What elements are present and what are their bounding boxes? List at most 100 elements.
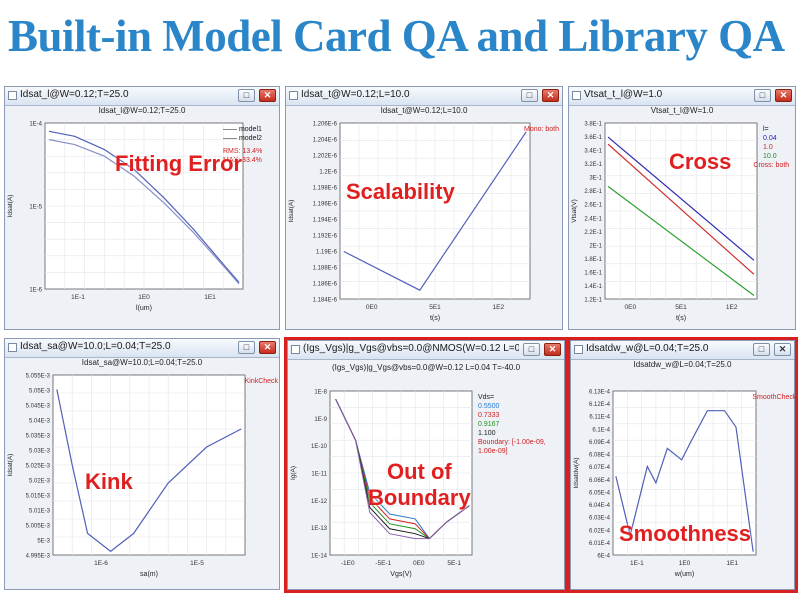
close-icon[interactable]: ✕ <box>259 89 276 102</box>
x-tick-label: 1E-6 <box>94 560 108 567</box>
y-tick-label: 1.6E-1 <box>584 270 602 276</box>
plot-window-2[interactable]: Idsat_t@W=0.12;L=10.0 □ ✕ Idsat_t@W=0.12;L=… <box>285 86 563 330</box>
minimize-icon[interactable]: □ <box>521 89 538 102</box>
window-titlebar[interactable]: Vtsat_t_l@W=1.0 □ ✕ <box>569 87 795 106</box>
plot-window-5[interactable]: (Igs_Vgs)|g_Vgs@vbs=0.0@NMOS(W=0.12 L=0.… <box>284 337 568 593</box>
x-tick-label: 1E2 <box>493 304 505 311</box>
y-tick-label: 6.09E-4 <box>589 440 611 446</box>
y-tick-label: 6.05E-4 <box>589 490 611 496</box>
minimize-icon[interactable]: □ <box>753 343 770 356</box>
window-title: Idsat_l@W=0.12;T=25.0 <box>20 89 129 100</box>
plot-window-1[interactable]: Idsat_l@W=0.12;T=25.0 □ ✕ Idsat_l@W=0.12;T=… <box>4 86 280 330</box>
window-title: Idsat_sa@W=10.0;L=0.04;T=25.0 <box>20 341 171 352</box>
plot-canvas: 1E-4 1E-5 1E-6 1E-1 1E0 1E1 l(um) Idsat(A) <box>7 122 244 312</box>
y-tick-label: 2.8E-1 <box>584 189 602 195</box>
x-tick-label: 0E0 <box>366 304 378 311</box>
y-tick-label: 1E-12 <box>311 499 328 505</box>
close-icon[interactable]: ✕ <box>775 89 792 102</box>
close-icon[interactable]: ✕ <box>774 343 791 356</box>
y-tick-label: 1E-13 <box>311 526 328 532</box>
x-tick-label: 5E1 <box>675 304 687 311</box>
window-title: Idsat_t@W=0.12;L=10.0 <box>301 89 410 100</box>
x-tick-label: 1E0 <box>679 560 691 567</box>
y-axis-label: Idsat(A) <box>7 195 14 218</box>
qa-category-label: Fitting Error <box>115 151 243 176</box>
x-axis-label: w(um) <box>674 571 694 578</box>
y-tick-label: 6.06E-4 <box>589 478 611 484</box>
window-titlebar[interactable]: Idsat_t@W=0.12;L=10.0 □ ✕ <box>286 87 562 106</box>
window-icon <box>289 91 298 100</box>
legend-entry: 0.5500 <box>478 403 500 410</box>
plot-note: SmoothCheck <box>752 394 797 401</box>
legend-entry: 0.7333 <box>478 412 500 419</box>
x-tick-label: 5E-1 <box>447 560 461 567</box>
y-tick-label: 6.04E-4 <box>589 503 611 509</box>
y-tick-label: 1.196E-6 <box>313 202 338 208</box>
x-tick-label: 1E-1 <box>71 294 85 301</box>
y-tick-label: 1E-10 <box>311 444 328 450</box>
plot-title: Idsat_sa@W=10.0;L=0.04;T=25.0 <box>81 358 203 367</box>
y-tick-label: 1.4E-1 <box>584 284 602 290</box>
y-tick-label: 1.184E-6 <box>313 298 338 304</box>
plot-canvas: 5.055E-3 5.05E-3 5.045E-3 5.04E-3 5.035E-3 5.… <box>7 374 246 578</box>
y-tick-label: 5.04E-3 <box>29 419 51 425</box>
plot-window-3[interactable]: Vtsat_t_l@W=1.0 □ ✕ Vtsat_t_l@W=1.0 3.8E-1 3.… <box>568 86 796 330</box>
plot-title: Vtsat_t_l@W=1.0 <box>650 106 714 115</box>
window-titlebar[interactable]: Idsat_sa@W=10.0;L=0.04;T=25.0 □ ✕ <box>5 339 279 358</box>
plot-title: Idsat_l@W=0.12;T=25.0 <box>98 106 186 115</box>
x-axis-label: sa(m) <box>140 571 158 578</box>
y-tick-label: 6.01E-4 <box>589 541 611 547</box>
y-tick-label: 1.186E-6 <box>313 282 338 288</box>
minimize-icon[interactable]: □ <box>238 341 255 354</box>
plot-note: KinkCheck <box>244 378 279 385</box>
close-icon[interactable]: ✕ <box>542 89 559 102</box>
plot-note: RMS: 13.4% <box>223 148 263 155</box>
x-tick-label: 1E1 <box>726 560 738 567</box>
x-tick-label: 1E1 <box>204 294 216 301</box>
plot-window-6[interactable]: Idsatdw_w@L=0.04;T=25.0 □ ✕ Idsatdw_w@L=0.0… <box>567 337 798 593</box>
window-titlebar[interactable]: Idsatdw_w@L=0.04;T=25.0 □ ✕ <box>571 341 794 360</box>
window-title: Idsatdw_w@L=0.04;T=25.0 <box>586 343 709 354</box>
y-tick-label: 5.03E-3 <box>29 449 51 455</box>
close-icon[interactable]: ✕ <box>259 341 276 354</box>
x-axis-label: t(s) <box>676 315 686 322</box>
y-tick-label: 2.2E-1 <box>584 230 602 236</box>
minimize-icon[interactable]: □ <box>238 89 255 102</box>
plot-canvas: 3.8E-1 3.6E-1 3.4E-1 3.2E-1 3E-1 2.8E-1 2.6E-1… <box>571 122 758 322</box>
legend-entry: 1.0 <box>763 144 773 151</box>
x-tick-label: 0E0 <box>413 560 425 567</box>
x-tick-label: 0E0 <box>625 304 637 311</box>
y-tick-label: 6.13E-4 <box>589 390 611 396</box>
curve-l-0.04 <box>607 136 755 261</box>
x-tick-label: 1E-5 <box>190 560 204 567</box>
legend-entry: —— model1 <box>223 126 262 133</box>
curve-l-1.0 <box>607 143 755 275</box>
plot-canvas: 1.206E-6 1.204E-6 1.202E-6 1.2E-6 1.198E-6 1.… <box>288 122 531 322</box>
y-tick-label: 3.2E-1 <box>584 162 602 168</box>
y-tick-label: 1.2E-6 <box>319 170 337 176</box>
curve-vds-4 <box>335 398 470 540</box>
y-tick-label: 6.07E-4 <box>589 465 611 471</box>
y-tick-label: 5.05E-3 <box>29 389 51 395</box>
window-icon <box>574 345 583 354</box>
x-axis-label: t(s) <box>430 315 440 322</box>
y-axis-label: Idsatdw(A) <box>573 457 580 488</box>
plot-note: Cross: both <box>753 162 790 169</box>
x-tick-label: 5E1 <box>429 304 441 311</box>
y-tick-label: 5E-3 <box>37 539 50 545</box>
minimize-icon[interactable]: □ <box>523 343 540 356</box>
window-icon <box>8 343 17 352</box>
x-tick-label: 1E2 <box>726 304 738 311</box>
minimize-icon[interactable]: □ <box>754 89 771 102</box>
qa-category-label: Out of Boundary <box>368 459 471 511</box>
curve-idsat-sa <box>56 389 242 553</box>
y-tick-label: 1E-5 <box>29 205 42 211</box>
window-titlebar[interactable]: Idsat_l@W=0.12;T=25.0 □ ✕ <box>5 87 279 106</box>
close-icon[interactable]: ✕ <box>544 343 561 356</box>
window-titlebar[interactable]: (Igs_Vgs)|g_Vgs@vbs=0.0@NMOS(W=0.12 L=0.… <box>288 341 564 360</box>
y-tick-label: 4.995E-3 <box>26 554 51 560</box>
y-tick-label: 3E-1 <box>589 176 602 182</box>
plot-canvas: 6.13E-4 6.12E-4 6.11E-4 6.1E-4 6.09E-4 6.08E-… <box>573 390 757 578</box>
qa-category-label: Scalability <box>346 179 455 204</box>
plot-window-4[interactable]: Idsat_sa@W=10.0;L=0.04;T=25.0 □ ✕ Idsat_sa@… <box>4 338 280 590</box>
